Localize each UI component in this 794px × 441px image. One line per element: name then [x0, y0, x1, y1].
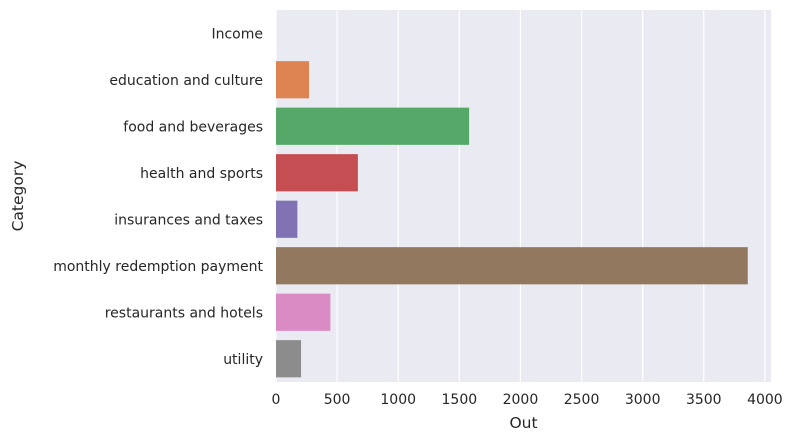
x-tick-labels: 0 500 1000 1500 2000 2500 3000 3500 4000: [272, 392, 783, 408]
bar: [276, 200, 298, 238]
y-axis-title: Category: [9, 161, 27, 232]
bar: [276, 340, 302, 378]
y-tick-label: Income: [211, 26, 263, 42]
bar: [276, 61, 309, 99]
x-tick-label: 500: [324, 392, 351, 408]
bar: [276, 154, 358, 192]
y-tick-label: insurances and taxes: [114, 212, 263, 228]
y-tick-label: education and culture: [109, 73, 263, 89]
x-tick-label: 3500: [686, 392, 722, 408]
x-tick-label: 3000: [625, 392, 661, 408]
x-tick-label: 4000: [747, 392, 783, 408]
x-axis-title: Out: [509, 414, 537, 432]
y-tick-labels: Income education and culture food and beve…: [53, 26, 263, 368]
bars: [276, 61, 748, 378]
bar: [276, 247, 748, 285]
x-tick-label: 2500: [564, 392, 600, 408]
y-tick-label: monthly redemption payment: [53, 259, 263, 275]
x-tick-label: 0: [272, 392, 281, 408]
y-tick-label: utility: [223, 352, 263, 368]
gridlines: [275, 10, 766, 382]
bar: [276, 293, 331, 331]
y-tick-label: food and beverages: [123, 119, 263, 135]
y-tick-label: health and sports: [140, 166, 263, 182]
x-tick-label: 1500: [442, 392, 478, 408]
x-tick-label: 1000: [380, 392, 416, 408]
plot-background: [276, 10, 771, 382]
x-tick-label: 2000: [503, 392, 539, 408]
y-tick-label: restaurants and hotels: [105, 305, 263, 321]
bar: [276, 107, 470, 145]
